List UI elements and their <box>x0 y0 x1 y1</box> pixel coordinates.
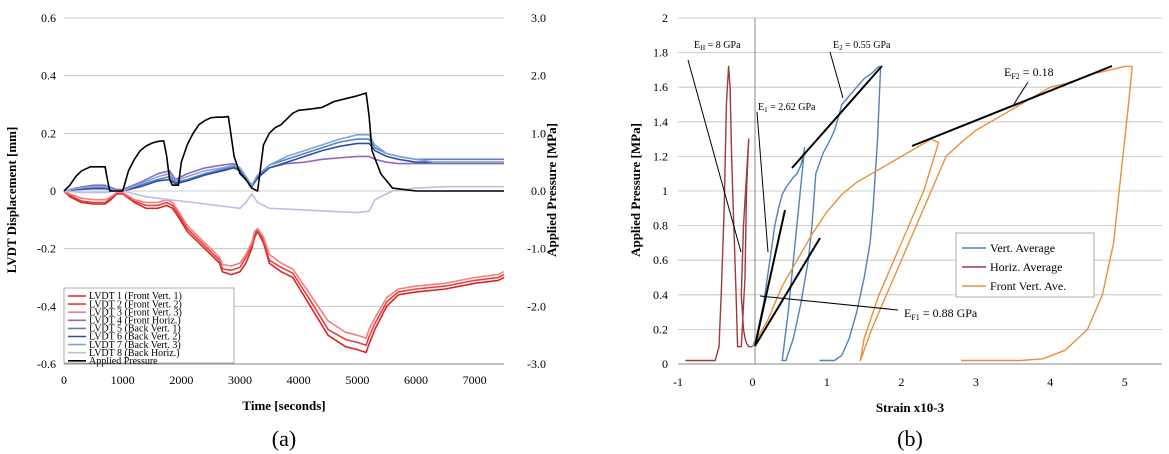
chart-b-y-tick-label: 1.2 <box>653 149 668 163</box>
chart-a-panel-label: (a) <box>272 426 296 451</box>
chart-b-y-tick-label: 2 <box>662 11 668 25</box>
chart-b-legend-entry: Horiz. Average <box>990 260 1062 274</box>
chart-a-y2-tick-label: 3.0 <box>531 11 546 25</box>
chart-b-y-tick-label: 0.4 <box>653 288 668 302</box>
chart-a-y2-tick-label: 1.0 <box>531 126 546 140</box>
chart-b-y-tick-label: 1.4 <box>653 115 668 129</box>
chart-a-legend-box <box>63 287 235 364</box>
chart-a-legend-entry: LVDT 5 (Back Vert. 1) <box>89 324 181 335</box>
annotation-ef1-arrow <box>759 295 899 311</box>
chart-a-legend-entry: LVDT 7 (Back Vert. 3) <box>89 340 181 351</box>
chart-b-legend: Vert. Average Horiz. Average Front Vert. A… <box>955 232 1095 298</box>
chart-a-y2-axis-label: Applied Pressure [MPa] <box>544 123 559 257</box>
fit-line-e1 <box>754 209 786 347</box>
chart-a-y-tick-label: -0.4 <box>37 299 56 313</box>
annotation-ef2-arrow <box>1013 81 1029 105</box>
chart-a-legend-entry: LVDT 8 (Back Horiz.) <box>89 348 180 359</box>
chart-b-series-line-3 <box>751 65 1133 362</box>
chart-a-y-ticks: 0.6 0.4 0.2 0 -0.2 -0.4 -0.6 <box>37 11 56 371</box>
chart-b-y-tick-label: 0.6 <box>653 253 668 267</box>
chart-a-y2-ticks: 3.0 2.0 1.0 0.0 -1.0 -2.0 -3.0 <box>527 11 546 371</box>
chart-b-y-tick-label: 1.8 <box>653 46 668 60</box>
chart-a-x-ticks: 0 1000 2000 3000 4000 5000 6000 7000 <box>61 373 487 387</box>
chart-b-y-tick-label: 0.2 <box>653 322 668 336</box>
chart-b-x-tick-label: 2 <box>898 375 904 389</box>
chart-b: -1 0 1 2 3 4 5 2 1.8 1.6 1.4 1.2 1 0.8 0.6 0.4 0.2 0 Str… <box>628 11 1162 451</box>
chart-a-y-tick-label: -0.6 <box>37 357 56 371</box>
annotation-e2: E2 = 0.55 GPa <box>829 40 891 99</box>
annotation-e1-arrow <box>756 111 769 253</box>
chart-a-y-tick-label: 0.2 <box>41 126 56 140</box>
chart-a-x-axis-label: Time [seconds] <box>242 398 325 413</box>
chart-a-y2-tick-label: -3.0 <box>527 357 546 371</box>
annotation-e2-text: E2 = 0.55 GPa <box>833 40 891 52</box>
chart-b-x-tick-label: 0 <box>749 375 755 389</box>
chart-b-y-ticks: 2 1.8 1.6 1.4 1.2 1 0.8 0.6 0.4 0.2 0 <box>653 11 668 371</box>
annotation-eh-arrow <box>687 59 742 253</box>
chart-b-x-tick-label: 3 <box>973 375 979 389</box>
chart-a: 0 1000 2000 3000 4000 5000 6000 7000 0.60.40.20… <box>4 11 559 451</box>
chart-b-y-tick-label: 0 <box>662 357 668 371</box>
chart-b-fit-lines <box>754 65 1113 347</box>
chart-a-legend-entry: LVDT 3 (Front Vert. 3) <box>89 307 182 318</box>
chart-a-legend: LVDT 1 (Front Vert. 1)LVDT 2 (Front Vert… <box>63 287 235 367</box>
chart-a-y-axis-label: LVDT Displacement [mm] <box>4 127 19 274</box>
annotation-e2-arrow <box>829 51 844 99</box>
chart-b-y-axis-label: Applied Pressure [MPa] <box>628 123 643 257</box>
annotation-ef1-text: EF1 = 0.88 GPa <box>904 306 978 322</box>
chart-a-series-line-9 <box>63 92 504 192</box>
chart-a-legend-entry: Applied Pressure <box>89 356 158 367</box>
fit-line-ef1 <box>754 237 821 347</box>
chart-a-y-tick-label: 0.6 <box>41 11 56 25</box>
annotation-eh: EH = 8 GPa <box>687 40 742 253</box>
annotation-ef2: EF2 = 0.18 <box>1004 65 1054 105</box>
chart-a-legend-entry: LVDT 2 (Front Vert. 2) <box>89 299 182 310</box>
chart-a-legend-entry: LVDT 4 (Front Horiz.) <box>89 316 181 327</box>
fit-line-e2 <box>791 65 883 169</box>
annotation-ef1: EF1 = 0.88 GPa <box>759 295 978 322</box>
chart-a-y-tick-label: -0.2 <box>37 242 56 256</box>
chart-b-x-ticks: -1 0 1 2 3 4 5 <box>673 375 1128 389</box>
chart-a-series <box>63 92 505 354</box>
annotation-e1: E1 = 2.62 GPa <box>756 102 816 253</box>
chart-a-legend-entry: LVDT 1 (Front Vert. 1) <box>89 291 182 302</box>
chart-b-x-tick-label: 5 <box>1122 375 1128 389</box>
chart-b-x-axis-label: Strain x10-3 <box>876 400 945 415</box>
chart-b-series-line-2 <box>685 65 753 362</box>
chart-b-y-tick-label: 1 <box>662 184 668 198</box>
chart-b-panel-label: (b) <box>897 426 923 451</box>
annotation-e1-text: E1 = 2.62 GPa <box>758 102 816 114</box>
chart-b-y-tick-label: 1.6 <box>653 80 668 94</box>
chart-a-x-tick-label: 6000 <box>404 373 428 387</box>
chart-b-series <box>685 65 1133 362</box>
annotation-ef2-text: EF2 = 0.18 <box>1004 65 1054 81</box>
chart-b-series-line-1 <box>751 65 882 362</box>
chart-a-x-tick-label: 4000 <box>287 373 311 387</box>
chart-b-x-tick-label: 4 <box>1047 375 1053 389</box>
chart-a-y2-tick-label: -1.0 <box>527 242 546 256</box>
chart-a-y-tick-label: 0 <box>50 184 56 198</box>
chart-a-y2-tick-label: 0.0 <box>531 184 546 198</box>
chart-a-x-tick-label: 2000 <box>169 373 193 387</box>
annotation-eh-text: EH = 8 GPa <box>694 40 741 52</box>
chart-b-legend-entry: Vert. Average <box>990 241 1055 255</box>
chart-a-legend-entry: LVDT 6 (Back Vert. 2) <box>89 332 181 343</box>
chart-b-y-tick-label: 0.8 <box>653 219 668 233</box>
chart-a-x-tick-label: 1000 <box>111 373 135 387</box>
chart-a-x-tick-label: 3000 <box>228 373 252 387</box>
fit-line-ef2 <box>911 65 1113 147</box>
chart-b-x-tick-label: 1 <box>824 375 830 389</box>
chart-a-x-tick-label: 0 <box>61 373 67 387</box>
chart-b-legend-entry: Front Vert. Ave. <box>990 279 1066 293</box>
chart-a-x-tick-label: 5000 <box>345 373 369 387</box>
chart-b-x-tick-label: -1 <box>673 375 683 389</box>
chart-a-y-tick-label: 0.4 <box>41 69 56 83</box>
chart-a-y2-tick-label: 2.0 <box>531 69 546 83</box>
chart-a-x-tick-label: 7000 <box>463 373 487 387</box>
chart-a-series-line-7 <box>63 134 504 192</box>
chart-a-y2-tick-label: -2.0 <box>527 299 546 313</box>
chart-a-series-line-3 <box>63 190 505 339</box>
